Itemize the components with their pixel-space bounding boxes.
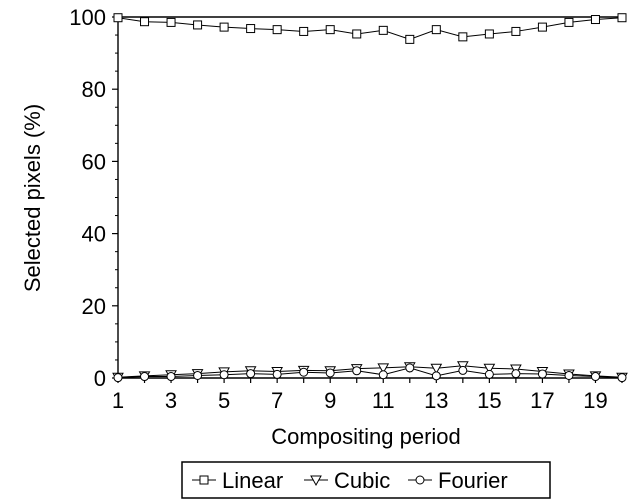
legend-marker-cubic <box>310 475 322 487</box>
data-point-fourier <box>617 373 627 383</box>
data-point-fourier <box>537 369 547 379</box>
data-point-fourier <box>405 363 415 373</box>
data-point-linear <box>458 32 468 42</box>
x-tick-label: 11 <box>372 388 395 413</box>
x-tick-label: 17 <box>530 388 554 413</box>
data-point-fourier <box>140 372 150 382</box>
data-point-linear <box>617 13 627 23</box>
data-point-fourier <box>193 370 203 380</box>
data-point-fourier <box>378 370 388 380</box>
data-point-linear <box>246 24 256 34</box>
legend-label-linear: Linear <box>222 468 283 493</box>
x-tick-label: 7 <box>271 388 283 413</box>
data-point-linear <box>166 17 176 27</box>
y-tick-label: 20 <box>82 294 106 319</box>
x-tick-label: 19 <box>583 388 607 413</box>
x-axis-title: Compositing period <box>271 424 461 449</box>
data-point-fourier <box>246 369 256 379</box>
x-tick-label: 13 <box>424 388 448 413</box>
data-point-fourier <box>564 370 574 380</box>
x-tick-label: 9 <box>324 388 336 413</box>
data-point-linear <box>113 13 123 23</box>
y-tick-label: 40 <box>82 222 106 247</box>
x-tick-label: 1 <box>112 388 124 413</box>
data-point-fourier <box>431 371 441 381</box>
data-point-fourier <box>272 369 282 379</box>
data-point-linear <box>378 25 388 35</box>
legend-label-fourier: Fourier <box>438 468 508 493</box>
data-point-fourier <box>166 372 176 382</box>
data-point-cubic <box>483 363 496 375</box>
legend: Linear Cubic Fourier <box>181 461 551 499</box>
data-point-linear <box>484 29 494 39</box>
data-point-cubic <box>377 363 390 374</box>
data-point-linear <box>325 25 335 35</box>
x-tick-label: 3 <box>165 388 177 413</box>
y-tick-label: 100 <box>69 5 106 30</box>
data-point-fourier <box>299 367 309 377</box>
data-point-linear <box>511 26 521 36</box>
data-point-fourier <box>590 372 600 382</box>
data-point-fourier <box>325 368 335 378</box>
data-point-linear <box>405 34 415 44</box>
y-tick-label: 0 <box>94 366 106 391</box>
legend-box <box>181 461 551 499</box>
data-point-linear <box>352 29 362 39</box>
data-point-linear <box>537 22 547 32</box>
x-tick-label: 5 <box>218 388 230 413</box>
data-point-linear <box>140 17 150 27</box>
legend-marker-linear <box>199 475 209 485</box>
data-point-linear <box>564 17 574 27</box>
series-line-cubic <box>117 365 623 378</box>
data-point-linear <box>299 26 309 36</box>
x-tick-label: 15 <box>477 388 501 413</box>
legend-label-cubic: Cubic <box>334 468 390 493</box>
y-tick-label: 80 <box>82 77 106 102</box>
series-layer <box>112 13 628 384</box>
series-fourier <box>113 363 627 383</box>
y-axis-title: Selected pixels (%) <box>20 104 45 292</box>
data-point-linear <box>431 25 441 35</box>
data-point-fourier <box>484 369 494 379</box>
data-point-fourier <box>352 366 362 376</box>
data-point-linear <box>272 25 282 35</box>
data-point-fourier <box>113 373 123 383</box>
data-point-fourier <box>458 365 468 375</box>
legend-marker-fourier <box>415 475 425 485</box>
data-point-linear <box>590 15 600 25</box>
data-point-linear <box>193 20 203 30</box>
data-point-fourier <box>219 370 229 380</box>
series-cubic <box>112 361 628 384</box>
series-linear <box>113 13 627 44</box>
y-tick-label: 60 <box>82 149 106 174</box>
data-point-fourier <box>511 369 521 379</box>
data-point-linear <box>219 22 229 32</box>
data-point-cubic <box>430 363 443 375</box>
